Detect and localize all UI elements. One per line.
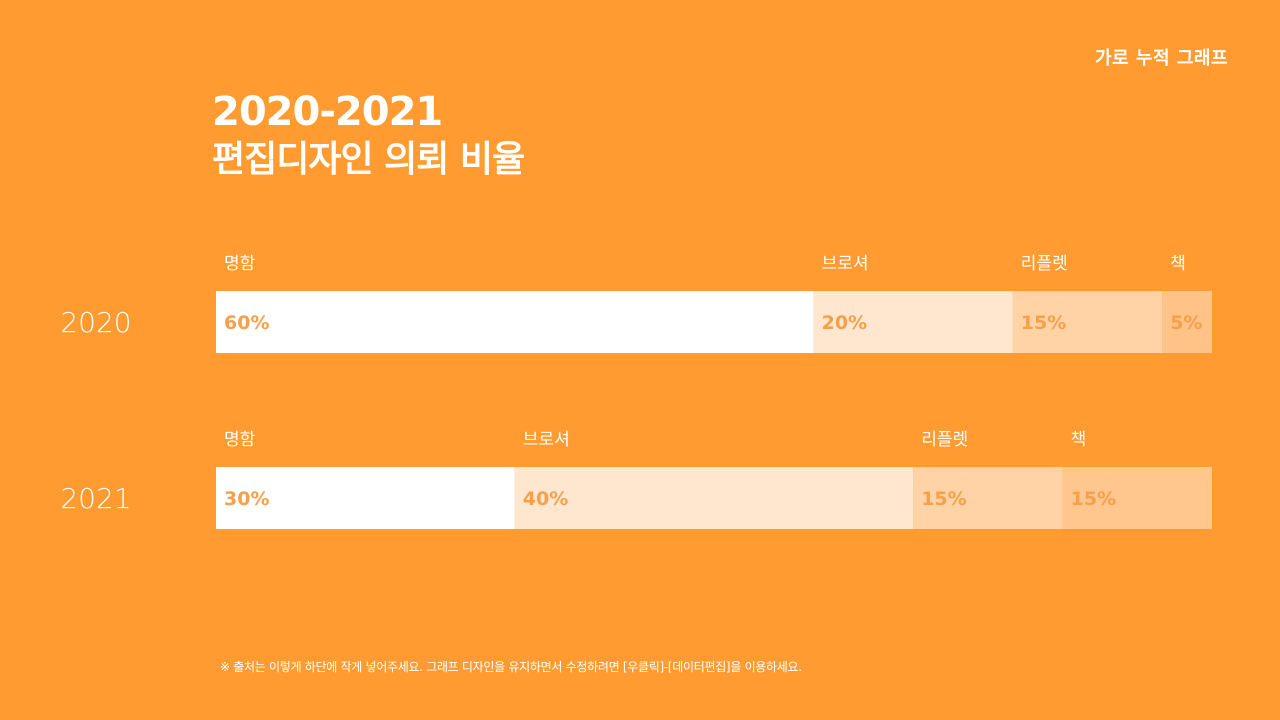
- value-label-2021-1: 30%: [224, 488, 269, 510]
- bar-segment-2020-3: [1012, 291, 1163, 353]
- source-footnote: ※ 출처는 이렇게 하단에 작게 넣어주세요. 그래프 디자인을 유지하면서 수…: [220, 660, 802, 674]
- category-label-2021-4: 책: [1071, 430, 1087, 450]
- bar-segment-2020-2: [813, 291, 1013, 353]
- year-label-2021: 2021: [60, 482, 131, 515]
- bar-segment-2021-4: [1062, 467, 1212, 529]
- value-label-2020-3: 15%: [1021, 312, 1066, 334]
- value-label-2021-2: 40%: [523, 488, 568, 510]
- value-label-2021-4: 15%: [1071, 488, 1116, 510]
- category-label-2021-3: 리플렛: [921, 430, 968, 450]
- year-label-2020: 2020: [60, 306, 131, 339]
- bar-segment-2021-1: [216, 467, 515, 529]
- value-label-2020-4: 5%: [1170, 312, 1202, 334]
- chart-type-tag: 가로 누적 그래프: [1095, 48, 1228, 69]
- title-line-subject: 편집디자인 의뢰 비율: [212, 139, 525, 180]
- bar-segment-2020-4: [1162, 291, 1212, 353]
- bar-segment-2021-2: [514, 467, 914, 529]
- category-label-2020-1: 명함: [224, 254, 256, 274]
- category-label-2020-4: 책: [1170, 254, 1186, 274]
- page-title: 2020-2021 편집디자인 의뢰 비율: [212, 88, 525, 184]
- category-label-2020-3: 리플렛: [1021, 254, 1068, 274]
- bar-segment-2021-3: [913, 467, 1063, 529]
- category-label-2021-1: 명함: [224, 430, 256, 450]
- value-label-2021-3: 15%: [921, 488, 966, 510]
- value-label-2020-1: 60%: [224, 312, 269, 334]
- value-label-2020-2: 20%: [822, 312, 867, 334]
- bar-segment-2020-1: [216, 291, 814, 353]
- category-label-2021-2: 브로셔: [523, 430, 570, 450]
- category-label-2020-2: 브로셔: [822, 254, 869, 274]
- title-line-years: 2020-2021: [212, 89, 443, 135]
